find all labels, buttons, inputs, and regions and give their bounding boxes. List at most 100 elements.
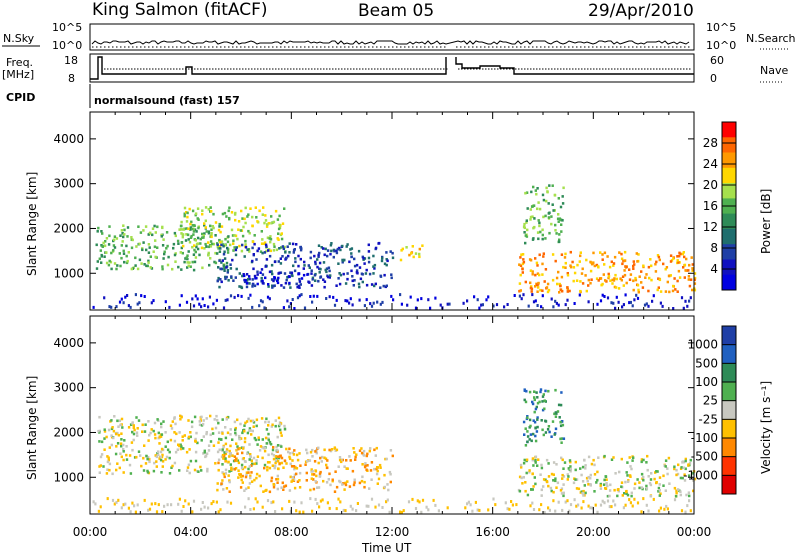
data-cell bbox=[233, 246, 236, 249]
data-cell bbox=[223, 267, 226, 270]
data-cell bbox=[187, 502, 190, 506]
data-cell bbox=[584, 491, 587, 495]
data-cell bbox=[510, 500, 513, 503]
data-cell bbox=[376, 469, 379, 473]
data-cell bbox=[134, 293, 137, 297]
data-cell bbox=[646, 454, 649, 458]
data-cell bbox=[557, 197, 560, 200]
data-cell bbox=[183, 212, 186, 216]
data-cell bbox=[203, 505, 206, 509]
data-cell bbox=[657, 486, 661, 490]
data-cell bbox=[589, 281, 592, 285]
data-cell bbox=[358, 449, 362, 452]
data-cell bbox=[560, 456, 563, 460]
data-cell bbox=[275, 445, 278, 449]
data-cell bbox=[236, 452, 239, 455]
data-cell bbox=[154, 239, 157, 242]
data-cell bbox=[217, 421, 220, 425]
data-cell bbox=[330, 242, 333, 245]
data-cell bbox=[387, 488, 390, 492]
data-cell bbox=[633, 298, 636, 302]
data-cell bbox=[691, 288, 694, 292]
data-cell bbox=[373, 448, 376, 452]
data-cell bbox=[245, 471, 249, 474]
data-cell bbox=[122, 252, 126, 255]
data-cell bbox=[207, 444, 211, 447]
data-cell bbox=[291, 298, 294, 301]
data-cell bbox=[288, 305, 291, 309]
velocity-colorbar-label: Velocity [m s⁻¹] bbox=[759, 381, 773, 474]
data-cell bbox=[566, 478, 569, 481]
data-cell bbox=[557, 303, 560, 307]
data-cell bbox=[562, 494, 565, 498]
data-cell bbox=[620, 481, 624, 484]
data-cell bbox=[560, 492, 564, 495]
data-cell bbox=[315, 474, 318, 478]
data-cell bbox=[289, 286, 292, 289]
data-cell bbox=[234, 467, 238, 470]
data-cell bbox=[325, 481, 329, 484]
data-cell bbox=[603, 478, 606, 482]
data-cell bbox=[589, 260, 592, 264]
data-cell bbox=[540, 466, 544, 470]
data-cell bbox=[128, 463, 132, 467]
data-cell bbox=[333, 303, 337, 307]
data-cell bbox=[245, 420, 249, 423]
data-cell bbox=[647, 304, 650, 308]
data-cell bbox=[349, 248, 352, 251]
data-cell bbox=[234, 431, 237, 435]
data-cell bbox=[293, 486, 297, 490]
data-cell bbox=[666, 280, 669, 284]
data-cell bbox=[132, 438, 135, 442]
data-cell bbox=[117, 433, 121, 437]
data-cell bbox=[318, 474, 322, 478]
data-cell bbox=[127, 506, 130, 510]
data-cell bbox=[633, 263, 636, 266]
data-cell bbox=[629, 501, 632, 505]
data-cell bbox=[249, 455, 252, 458]
data-cell bbox=[247, 497, 250, 501]
data-cell bbox=[210, 228, 213, 231]
data-cell bbox=[156, 418, 159, 421]
data-cell bbox=[599, 487, 603, 490]
data-cell bbox=[602, 483, 606, 486]
data-cell bbox=[149, 231, 152, 235]
data-cell bbox=[520, 253, 523, 256]
data-cell bbox=[379, 286, 382, 289]
data-cell bbox=[579, 251, 582, 254]
data-cell bbox=[192, 268, 196, 272]
data-cell bbox=[581, 465, 585, 469]
data-cell bbox=[637, 288, 640, 292]
data-cell bbox=[564, 261, 567, 265]
data-cell bbox=[318, 261, 322, 265]
data-cell bbox=[179, 414, 182, 418]
data-cell bbox=[180, 294, 183, 298]
data-cell bbox=[247, 248, 251, 251]
data-cell bbox=[522, 476, 525, 479]
data-cell bbox=[574, 468, 577, 472]
data-cell bbox=[284, 484, 288, 488]
data-cell bbox=[277, 424, 281, 428]
data-cell bbox=[220, 240, 224, 243]
data-cell bbox=[194, 239, 197, 242]
data-cell bbox=[518, 282, 522, 285]
data-cell bbox=[105, 261, 109, 265]
data-cell bbox=[603, 501, 606, 505]
data-cell bbox=[279, 428, 282, 432]
data-cell bbox=[590, 462, 594, 466]
data-cell bbox=[135, 455, 138, 459]
data-cell bbox=[620, 278, 623, 282]
data-cell bbox=[596, 478, 599, 482]
data-cell bbox=[658, 509, 661, 513]
data-cell bbox=[564, 500, 567, 504]
data-cell bbox=[133, 456, 137, 459]
data-cell bbox=[624, 293, 627, 297]
data-cell bbox=[281, 255, 284, 258]
data-cell bbox=[179, 443, 182, 447]
data-cell bbox=[589, 506, 592, 510]
data-cell bbox=[346, 277, 349, 281]
data-cell bbox=[561, 473, 564, 477]
data-cell bbox=[682, 466, 686, 470]
data-cell bbox=[685, 257, 688, 261]
